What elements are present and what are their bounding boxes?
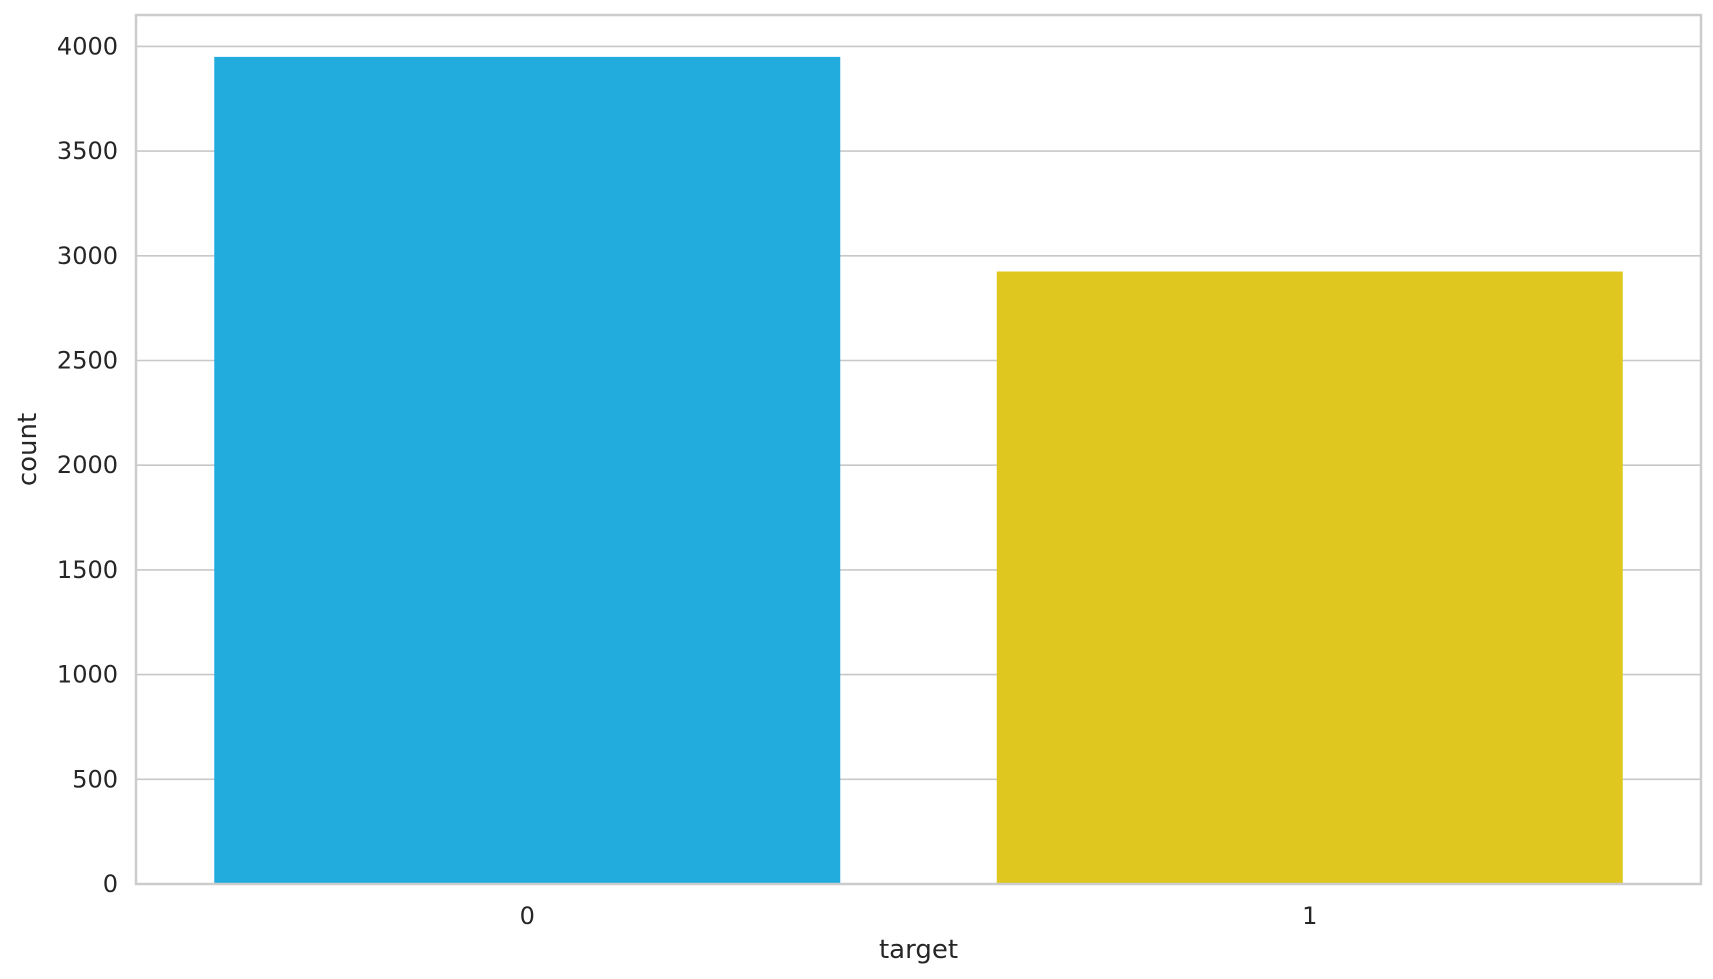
- y-tick-label: 0: [103, 870, 118, 898]
- bar-1: [996, 271, 1623, 884]
- x-axis-label: target: [879, 935, 958, 965]
- y-axis-label: count: [13, 413, 43, 486]
- bar-0: [214, 56, 841, 884]
- x-tick-label: 1: [1302, 902, 1317, 930]
- axes-frame: [134, 13, 1703, 886]
- x-tick-label: 0: [520, 902, 535, 930]
- y-tick-labels: 0 500 1000 1500 2000 2500 3000 3500 4000: [57, 32, 118, 898]
- y-tick-label: 4000: [57, 32, 118, 60]
- y-tick-label: 2500: [57, 347, 118, 375]
- plot-frame: [134, 13, 1703, 886]
- bars: [214, 56, 1623, 884]
- y-tick-label: 3000: [57, 242, 118, 270]
- y-tick-label: 500: [72, 765, 118, 793]
- y-tick-label: 1500: [57, 556, 118, 584]
- y-tick-label: 1000: [57, 661, 118, 689]
- y-tick-label: 3500: [57, 137, 118, 165]
- y-tick-label: 2000: [57, 451, 118, 479]
